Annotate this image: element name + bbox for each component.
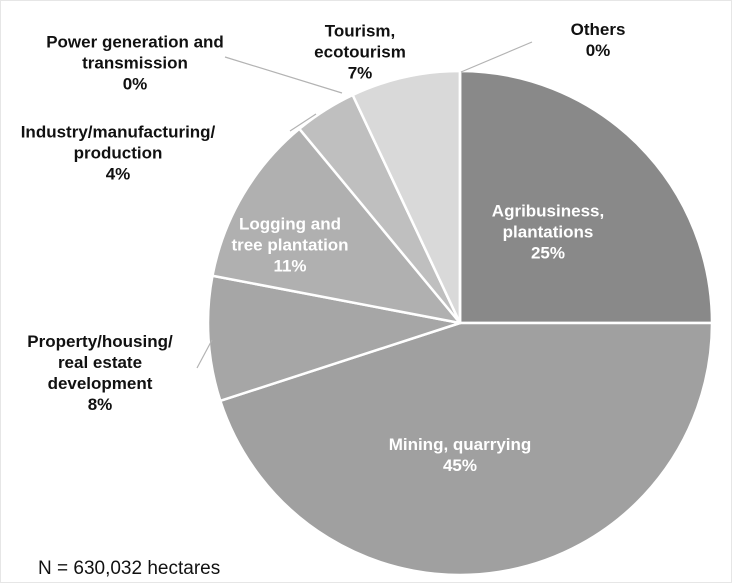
value-label: 8% [87, 395, 113, 414]
slice-label: Tourism, ecotourism 7% [314, 21, 406, 84]
category-label: Others [570, 20, 626, 39]
pie-slice [211, 127, 462, 325]
slice-label: Logging and tree plantation 11% [231, 214, 348, 277]
category-label: Logging and tree plantation [231, 214, 349, 255]
value-label: 4% [105, 164, 131, 184]
value-label: 25% [530, 243, 566, 263]
slice-label: Power generation and transmission 0% [46, 32, 224, 95]
slice-label: Industry/manufacturing/ production 4% [21, 122, 216, 185]
category-label: Agribusiness, plantations [491, 201, 605, 242]
value-label: 45% [442, 456, 478, 475]
pie-slice [458, 69, 714, 325]
category-label: Power generation and transmission [46, 32, 224, 73]
pie-slice [206, 274, 462, 403]
leader-line [224, 56, 343, 94]
slice-label: Others 0% [571, 19, 626, 61]
leader-line [196, 339, 213, 369]
category-label: Mining, quarrying [388, 435, 532, 454]
pie-slice [219, 321, 714, 577]
leader-line [289, 113, 317, 132]
value-label: 0% [122, 74, 148, 94]
value-label: 0% [585, 41, 611, 60]
annotation: N = 630,032 hectares [38, 558, 221, 579]
leader-line [460, 41, 533, 73]
value-label: 11% [273, 256, 307, 276]
slice-label: Mining, quarrying 45% [389, 434, 532, 476]
slice-label: Agribusiness, plantations 25% [492, 201, 604, 264]
slice-label: Property/housing/ real estate developmen… [27, 331, 172, 415]
pie-slice [351, 69, 462, 325]
value-label: 7% [347, 63, 373, 83]
category-label: Tourism, ecotourism [314, 21, 406, 62]
category-label: Industry/manufacturing/ production [20, 122, 216, 163]
category-label: Property/housing/ real estate developmen… [27, 332, 173, 393]
